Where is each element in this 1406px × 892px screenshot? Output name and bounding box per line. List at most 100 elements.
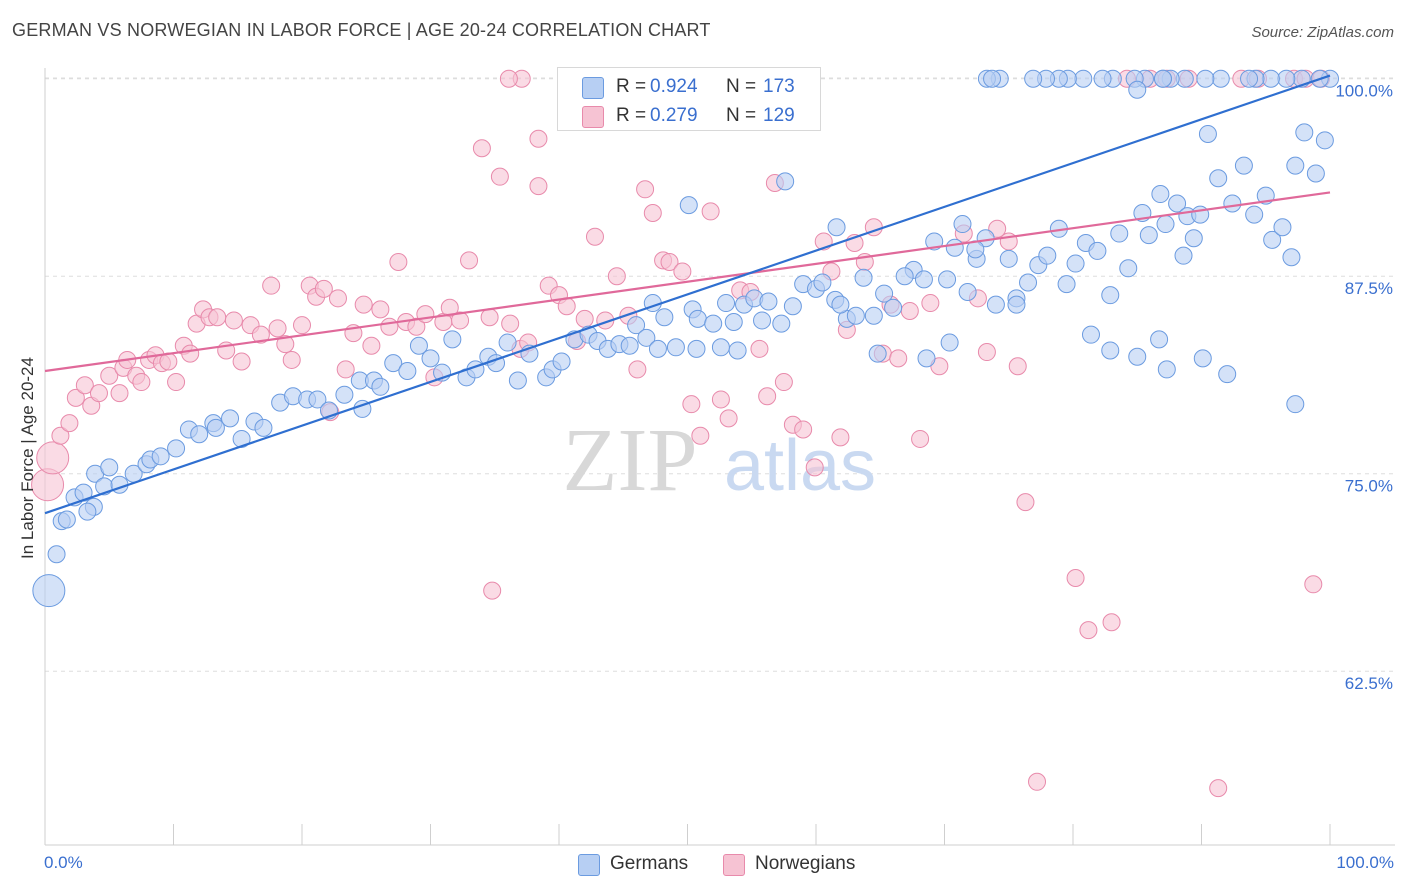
german-point-122 [1306,164,1325,183]
german-point-109 [1168,194,1187,213]
german-point-130 [1007,295,1026,314]
german-point-143 [1196,69,1215,88]
german-point-1 [47,545,66,564]
norwegian-point-77 [682,395,701,414]
german-point-160 [1153,69,1172,88]
y-tick-label-0: 62.5% [1345,674,1393,693]
german-point-126 [679,196,698,215]
german-point-106 [1139,226,1158,245]
german-point-56 [620,336,639,355]
norwegian-point-27 [232,352,251,371]
german-point-104 [1119,259,1138,278]
german-point-40 [443,330,462,349]
german-point-164 [711,338,730,357]
german-point-138 [1277,69,1296,88]
legend-label-norwegians: Norwegians [755,853,856,874]
axes [44,68,1395,846]
german-point-125 [776,172,795,191]
german-point-64 [688,309,707,328]
norwegian-point-46 [389,252,408,271]
norwegian-point-79 [701,202,720,221]
norwegians-swatch [582,106,604,128]
legend-swatch-norwegians [723,854,745,876]
german-point-81 [875,284,894,303]
german-point-116 [1245,205,1264,224]
german-point-175 [1174,246,1193,265]
germans-r-label: R = [616,76,647,97]
norwegian-point-75 [660,252,679,271]
grid-lines [45,77,1395,672]
norwegian-point-39 [328,289,347,308]
norwegian-point-61 [529,177,548,196]
stats-legend-row-germans: R = 0.924 N = 173 [558,72,820,102]
german-point-131 [1081,325,1100,344]
norwegian-point-73 [643,204,662,222]
german-point-80 [864,306,883,325]
german-point-85 [925,232,944,251]
german-point-128 [895,267,914,286]
germans-n-label: N = [726,76,757,97]
german-point-28 [308,390,327,409]
germans-swatch [582,77,604,99]
german-point-30 [335,385,354,404]
german-point-20 [221,409,240,428]
norwegian-point-37 [314,279,333,298]
norwegian-point-90 [805,458,824,477]
series-legend: Germans Norwegians [0,853,1406,877]
german-point-71 [759,292,778,311]
norwegian-point-4 [66,388,85,407]
german-point-170 [831,295,850,314]
german-point-166 [728,341,747,360]
german-point-66 [717,294,736,313]
german-point-91 [986,295,1005,314]
norwegian-point-80 [711,390,730,409]
german-point-135 [1286,395,1305,414]
chart-title: GERMAN VS NORWEGIAN IN LABOR FORCE | AGE… [12,20,711,40]
norwegian-point-102 [911,429,930,448]
norwegian-point-26 [224,311,243,330]
norwegian-point-101 [900,301,919,320]
norwegian-point-33 [282,350,301,369]
norwegian-point-40 [336,360,355,379]
german-point-21 [206,418,225,437]
german-point-134 [1218,365,1237,384]
german-point-34 [371,377,390,396]
german-point-67 [724,313,743,332]
norwegian-point-112 [1028,772,1047,791]
german-point-133 [1193,349,1212,368]
german-point-115 [1234,156,1253,175]
german-point-168 [868,344,887,363]
norwegians-n-value: 129 [763,105,795,126]
norwegian-point-30 [262,276,281,295]
german-point-60 [648,339,667,358]
german-point-142 [1211,69,1230,88]
source-credit: Source: ZipAtlas.com [1251,24,1394,41]
norwegian-point-69 [607,267,626,286]
german-point-155 [1024,69,1043,88]
german-point-92 [999,249,1018,268]
german-point-36 [398,362,417,380]
norwegian-point-20 [181,344,200,363]
german-point-120 [1286,156,1305,175]
norwegian-point-1 [36,441,70,475]
norwegian-point-85 [758,387,777,406]
german-point-86 [938,270,957,289]
norwegian-point-43 [362,336,381,355]
norwegian-point-31 [268,319,287,338]
german-point-127 [827,218,846,237]
german-point-119 [1273,218,1292,237]
y-tick-label-3: 100.0% [1335,82,1393,101]
norwegian-point-48 [407,317,426,336]
norwegian-point-57 [490,167,509,186]
norwegian-point-52 [440,298,459,317]
norwegian-point-93 [831,428,850,447]
german-point-73 [783,297,802,316]
norwegian-point-111 [1016,493,1035,512]
norwegians-r-value: 0.279 [650,105,698,126]
germans-r-value: 0.924 [650,76,698,97]
norwegian-point-42 [354,295,373,314]
german-point-150 [1093,69,1112,88]
norwegian-point-3 [60,414,79,433]
german-point-79 [854,268,873,287]
german-point-82 [884,298,903,317]
